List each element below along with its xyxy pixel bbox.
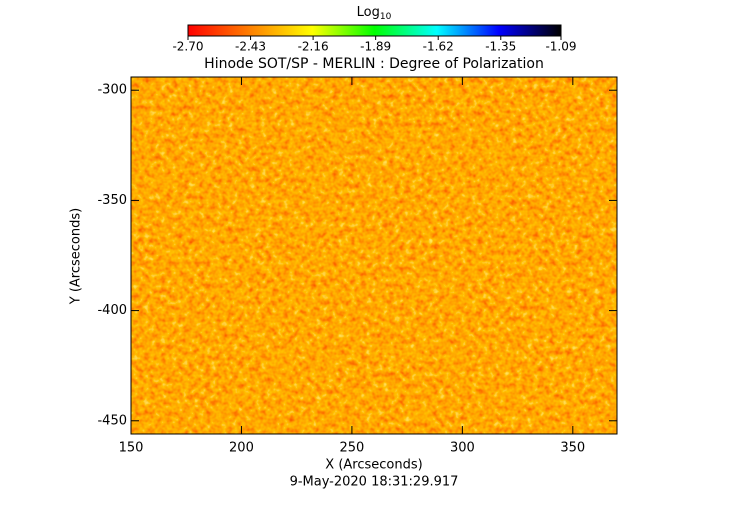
- colorbar-tick-label: -2.16: [298, 40, 329, 54]
- colorbar-tick-label: -1.89: [360, 40, 391, 54]
- colorbar-tick-label: -2.43: [235, 40, 266, 54]
- x-axis-label: X (Arcseconds): [325, 458, 422, 473]
- chart-title: Hinode SOT/SP - MERLIN : Degree of Polar…: [204, 56, 544, 72]
- y-axis-label: Y (Arcseconds): [69, 208, 84, 305]
- colorbar-label: Log10: [357, 5, 392, 22]
- colorbar-tick-label: -1.62: [423, 40, 454, 54]
- plot-frame: [130, 76, 618, 435]
- x-tick-label: 150: [119, 441, 144, 456]
- x-tick-label: 350: [560, 441, 585, 456]
- y-tick-label: -400: [97, 303, 127, 318]
- y-tick-label: -300: [97, 83, 127, 98]
- x-tick-label: 300: [450, 441, 475, 456]
- x-tick-label: 200: [229, 441, 254, 456]
- colorbar-tick-label: -1.35: [485, 40, 516, 54]
- y-tick-label: -350: [97, 193, 127, 208]
- polarization-image: [131, 77, 617, 434]
- footer-date: 9-May-2020 18:31:29.917: [290, 475, 459, 490]
- colorbar-tick-label: -1.09: [545, 40, 576, 54]
- x-tick-label: 250: [339, 441, 364, 456]
- colorbar-tick-label: -2.70: [172, 40, 203, 54]
- y-tick-label: -450: [97, 413, 127, 428]
- colorbar: [187, 24, 562, 37]
